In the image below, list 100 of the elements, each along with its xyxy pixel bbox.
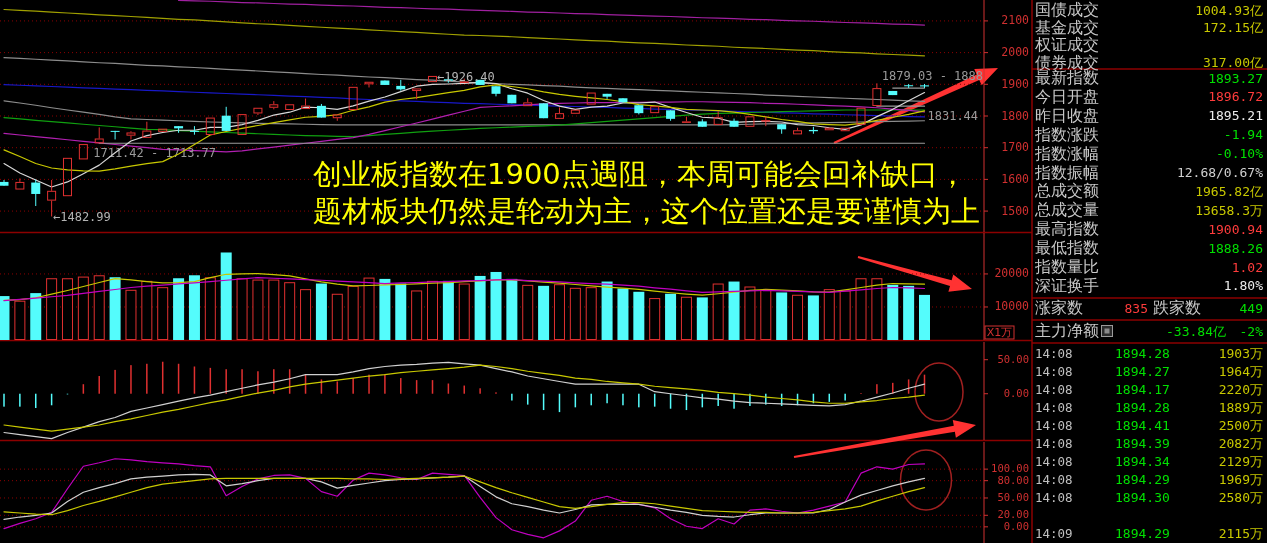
bar bbox=[760, 289, 772, 340]
text: 2500万 bbox=[1218, 417, 1263, 433]
bar bbox=[0, 296, 10, 340]
bar bbox=[474, 275, 486, 340]
candlestick bbox=[713, 110, 723, 125]
bar bbox=[776, 292, 788, 340]
text: -2% bbox=[1239, 323, 1263, 339]
bar bbox=[331, 293, 343, 340]
text: 172.15亿 bbox=[1203, 20, 1263, 35]
bar bbox=[220, 252, 232, 340]
text: 1.02 bbox=[1231, 259, 1263, 275]
bar bbox=[903, 285, 915, 340]
candlestick bbox=[94, 126, 104, 144]
bar bbox=[839, 290, 851, 340]
y-tick-label: 50.00 bbox=[997, 352, 1029, 365]
text: 2220万 bbox=[1218, 381, 1263, 397]
category-label: 最新指数 bbox=[1035, 69, 1099, 87]
bar bbox=[680, 296, 692, 340]
category-label: 基金成交 bbox=[1035, 18, 1099, 37]
candlestick bbox=[523, 97, 533, 107]
y-tick-label: 0.00 bbox=[1003, 519, 1029, 532]
y-tick-label: 2100 bbox=[1001, 13, 1030, 28]
bar bbox=[379, 278, 391, 340]
bar bbox=[442, 280, 454, 340]
category-label: 14:08 bbox=[1035, 453, 1073, 469]
text: 1894.29 bbox=[1115, 525, 1170, 541]
category-label: 跌家数 bbox=[1153, 299, 1201, 317]
candlestick bbox=[110, 130, 120, 140]
bar bbox=[871, 278, 883, 340]
bar bbox=[157, 287, 169, 340]
text: 1903万 bbox=[1218, 345, 1263, 361]
text: 1894.30 bbox=[1115, 489, 1170, 505]
bar bbox=[585, 287, 597, 340]
candlestick bbox=[253, 107, 263, 116]
y-tick-label: 1900 bbox=[1001, 76, 1030, 91]
bar bbox=[411, 290, 423, 340]
text: -0.10% bbox=[1216, 146, 1263, 162]
line-series bbox=[3, 8, 926, 57]
category-label: 14:09 bbox=[1035, 525, 1073, 541]
bar bbox=[284, 282, 296, 340]
category-label: 14:08 bbox=[1035, 381, 1073, 397]
bar bbox=[807, 295, 819, 340]
bar bbox=[887, 284, 899, 340]
bar bbox=[77, 276, 89, 340]
bar bbox=[919, 294, 930, 340]
bar bbox=[14, 300, 26, 340]
text: 1894.17 bbox=[1115, 381, 1170, 397]
text: 1896.72 bbox=[1208, 89, 1263, 105]
y-tick-label: 20.00 bbox=[997, 508, 1029, 521]
line-series bbox=[177, 0, 926, 26]
text: 1969万 bbox=[1218, 471, 1263, 487]
bar bbox=[268, 279, 280, 340]
bar bbox=[204, 277, 216, 340]
candlestick bbox=[126, 132, 136, 140]
category-label: 国债成交 bbox=[1035, 1, 1099, 19]
text: 317.00亿 bbox=[1203, 55, 1263, 70]
bar bbox=[728, 281, 740, 340]
candlestick bbox=[31, 178, 41, 207]
text: 1900.94 bbox=[1208, 221, 1263, 237]
y-tick-label: 1800 bbox=[1001, 108, 1030, 123]
category-label: 总成交量 bbox=[1034, 201, 1099, 220]
bar bbox=[427, 280, 439, 340]
text: -1.94 bbox=[1223, 127, 1263, 143]
bar bbox=[522, 284, 534, 340]
text: 13658.3万 bbox=[1195, 202, 1263, 218]
bar bbox=[569, 287, 581, 340]
category-label: 14:08 bbox=[1035, 417, 1073, 433]
bar bbox=[315, 283, 327, 340]
text: 2129万 bbox=[1218, 453, 1263, 469]
text: -33.84亿 bbox=[1166, 323, 1226, 339]
category-label: 14:08 bbox=[1035, 489, 1073, 505]
line-series bbox=[3, 458, 926, 539]
text: 1964万 bbox=[1218, 363, 1263, 379]
line-series bbox=[3, 109, 926, 138]
text: 2082万 bbox=[1218, 435, 1263, 451]
text: 1004.93亿 bbox=[1195, 2, 1263, 18]
bar bbox=[109, 277, 121, 340]
bar bbox=[538, 285, 550, 340]
text: 1889万 bbox=[1218, 399, 1263, 415]
bar bbox=[173, 278, 185, 340]
bar bbox=[696, 297, 708, 340]
bar bbox=[363, 277, 375, 340]
text: 1893.27 bbox=[1208, 70, 1263, 86]
bar bbox=[744, 286, 756, 340]
text: 449 bbox=[1239, 300, 1263, 316]
text: 1894.28 bbox=[1115, 399, 1170, 415]
text: 2115万 bbox=[1218, 525, 1263, 541]
category-label: 最高指数 bbox=[1035, 220, 1099, 239]
y-tick-label: 1700 bbox=[1001, 140, 1030, 155]
line-series bbox=[3, 84, 926, 118]
text: 1965.82亿 bbox=[1195, 183, 1263, 199]
text: 12.68/0.67% bbox=[1176, 165, 1263, 180]
bar bbox=[823, 289, 835, 340]
category-label: 14:08 bbox=[1035, 399, 1073, 415]
candlestick bbox=[15, 177, 25, 190]
text: 1894.27 bbox=[1115, 363, 1170, 379]
series-label: 1831.44 bbox=[927, 108, 979, 123]
bar bbox=[633, 291, 645, 340]
category-label: 14:08 bbox=[1035, 435, 1073, 451]
text: 1894.34 bbox=[1115, 453, 1170, 469]
